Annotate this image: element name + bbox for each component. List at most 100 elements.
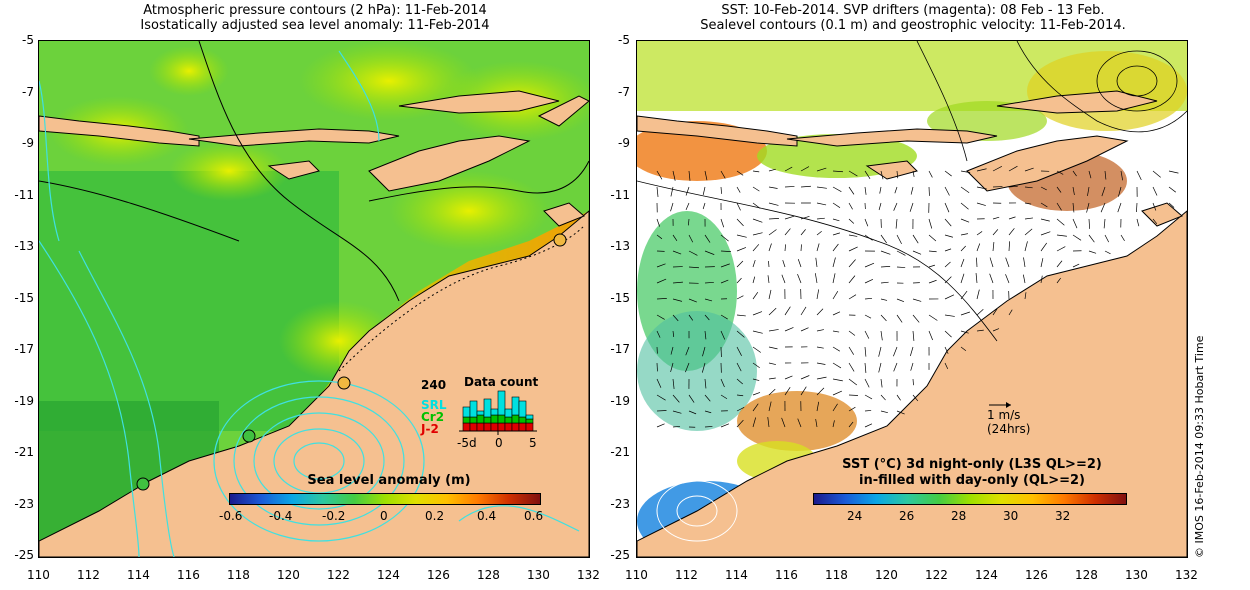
y-tick: -13 [610,239,630,253]
sea-level-colorbar-title: Sea level anomaly (m) [307,473,471,488]
colorbar-tick: 32 [1055,509,1071,523]
x-tick: 118 [825,568,848,582]
y-tick: -25 [610,548,630,562]
sea-level-map: 240 Data count SRL Cr2 J-2 -5d 0 [38,40,590,558]
sea-level-map-svg [39,41,589,557]
y-tick: -9 [618,136,630,150]
data-count-xtick: 0 [495,436,503,450]
colorbar-tick: 0.6 [524,509,544,523]
x-tick: 124 [975,568,998,582]
x-tick: 122 [327,568,350,582]
right-y-axis: -5 -7 -9 -11 -13 -15 -17 -19 -21 -23 -25 [596,0,634,590]
data-count-total: 240 [421,378,446,392]
data-count-xtick: -5d [457,436,477,450]
x-tick: 128 [477,568,500,582]
tide-gauge-marker [337,376,351,390]
left-title: Atmospheric pressure contours (2 hPa): 1… [40,3,590,33]
colorbar-tick: -0.4 [269,509,293,523]
tide-gauge-marker [136,477,150,491]
left-title-line1: Atmospheric pressure contours (2 hPa): 1… [143,3,487,18]
y-tick: -23 [610,497,630,511]
data-count-inset: 240 Data count SRL Cr2 J-2 -5d 0 [419,371,549,461]
y-tick: -11 [14,188,34,202]
left-y-axis: -5 -7 -9 -11 -13 -15 -17 -19 -21 -23 -25 [0,0,38,590]
x-tick: 132 [1175,568,1198,582]
colorbar-tick: 0 [380,509,388,523]
colorbar-tick: 30 [1003,509,1019,523]
sea-level-colorbar-ticks: -0.6 -0.4 -0.2 0 0.2 0.4 0.6 [219,509,559,525]
scale-arrow-sublabel: (24hrs) [987,422,1030,436]
x-tick: 122 [925,568,948,582]
x-tick: 120 [875,568,898,582]
y-tick: -15 [14,291,34,305]
y-tick: -11 [610,188,630,202]
sea-level-colorbar: Sea level anomaly (m) -0.6 -0.4 -0.2 0 0… [219,471,559,531]
sst-colorbar-gradient [813,493,1127,505]
sea-level-colorbar-gradient [229,493,541,505]
y-tick: -23 [14,497,34,511]
data-count-histogram [462,390,534,432]
y-tick: -19 [14,394,34,408]
colorbar-tick: -0.2 [322,509,346,523]
x-tick: 126 [1025,568,1048,582]
x-tick: 132 [577,568,600,582]
sst-colorbar: SST (°C) 3d night-only (L3S QL>=2) in-fi… [807,457,1137,537]
y-tick: -9 [22,136,34,150]
sst-colorbar-title2: in-filled with day-only (QL>=2) [858,473,1085,488]
colorbar-tick: 0.4 [477,509,497,523]
imos-credit: © IMOS 16-Feb-2014 09:33 Hobart Time [1193,335,1206,558]
left-title-line2: Isostatically adjusted sea level anomaly… [140,18,490,33]
sst-colorbar-title1: SST (°C) 3d night-only (L3S QL>=2) [842,457,1102,472]
left-x-axis: 110 112 114 116 118 120 122 124 126 128 … [0,568,600,588]
x-tick: 112 [77,568,100,582]
y-tick: -5 [618,33,630,47]
tide-gauge-marker [553,233,567,247]
x-tick: 124 [377,568,400,582]
x-tick: 116 [177,568,200,582]
velocity-arrows [656,165,1179,428]
y-tick: -13 [14,239,34,253]
y-tick: -15 [610,291,630,305]
sst-map: 1 m/s (24hrs) SST (°C) 3d night-only (L3… [636,40,1188,558]
y-tick: -21 [14,445,34,459]
y-tick: -21 [610,445,630,459]
mission-label: J-2 [420,422,439,436]
data-count-svg: 240 Data count SRL Cr2 J-2 -5d 0 [420,375,539,450]
sst-map-svg: 1 m/s (24hrs) [637,41,1187,557]
x-tick: 114 [127,568,150,582]
y-tick: -19 [610,394,630,408]
colorbar-tick: 24 [847,509,863,523]
right-title-line2: Sealevel contours (0.1 m) and geostrophi… [700,18,1126,33]
x-tick: 126 [427,568,450,582]
right-title: SST: 10-Feb-2014. SVP drifters (magenta)… [638,3,1188,33]
right-title-line1: SST: 10-Feb-2014. SVP drifters (magenta)… [721,3,1105,18]
scale-arrow-label: 1 m/s [987,408,1020,422]
mission-label: SRL [421,398,447,412]
data-count-title: Data count [464,375,539,389]
scale-arrowhead-icon [1006,402,1011,408]
colorbar-tick: 28 [951,509,967,523]
x-tick: 130 [1125,568,1148,582]
y-tick: -17 [14,342,34,356]
colorbar-tick: 26 [899,509,915,523]
x-tick: 112 [675,568,698,582]
sst-colorbar-ticks: 24 26 28 30 32 [807,509,1137,525]
y-tick: -17 [610,342,630,356]
tide-gauge-marker [242,429,256,443]
x-tick: 110 [27,568,50,582]
y-tick: -7 [22,85,34,99]
x-tick: 120 [277,568,300,582]
x-tick: 114 [725,568,748,582]
y-tick: -7 [618,85,630,99]
x-tick: 130 [527,568,550,582]
y-tick: -25 [14,548,34,562]
x-tick: 128 [1075,568,1098,582]
colorbar-tick: 0.2 [425,509,445,523]
x-tick: 110 [625,568,648,582]
mission-label: Cr2 [421,410,444,424]
data-count-xtick: 5 [529,436,537,450]
y-tick: -5 [22,33,34,47]
x-tick: 118 [227,568,250,582]
right-x-axis: 110 112 114 116 118 120 122 124 126 128 … [598,568,1208,588]
x-tick: 116 [775,568,798,582]
